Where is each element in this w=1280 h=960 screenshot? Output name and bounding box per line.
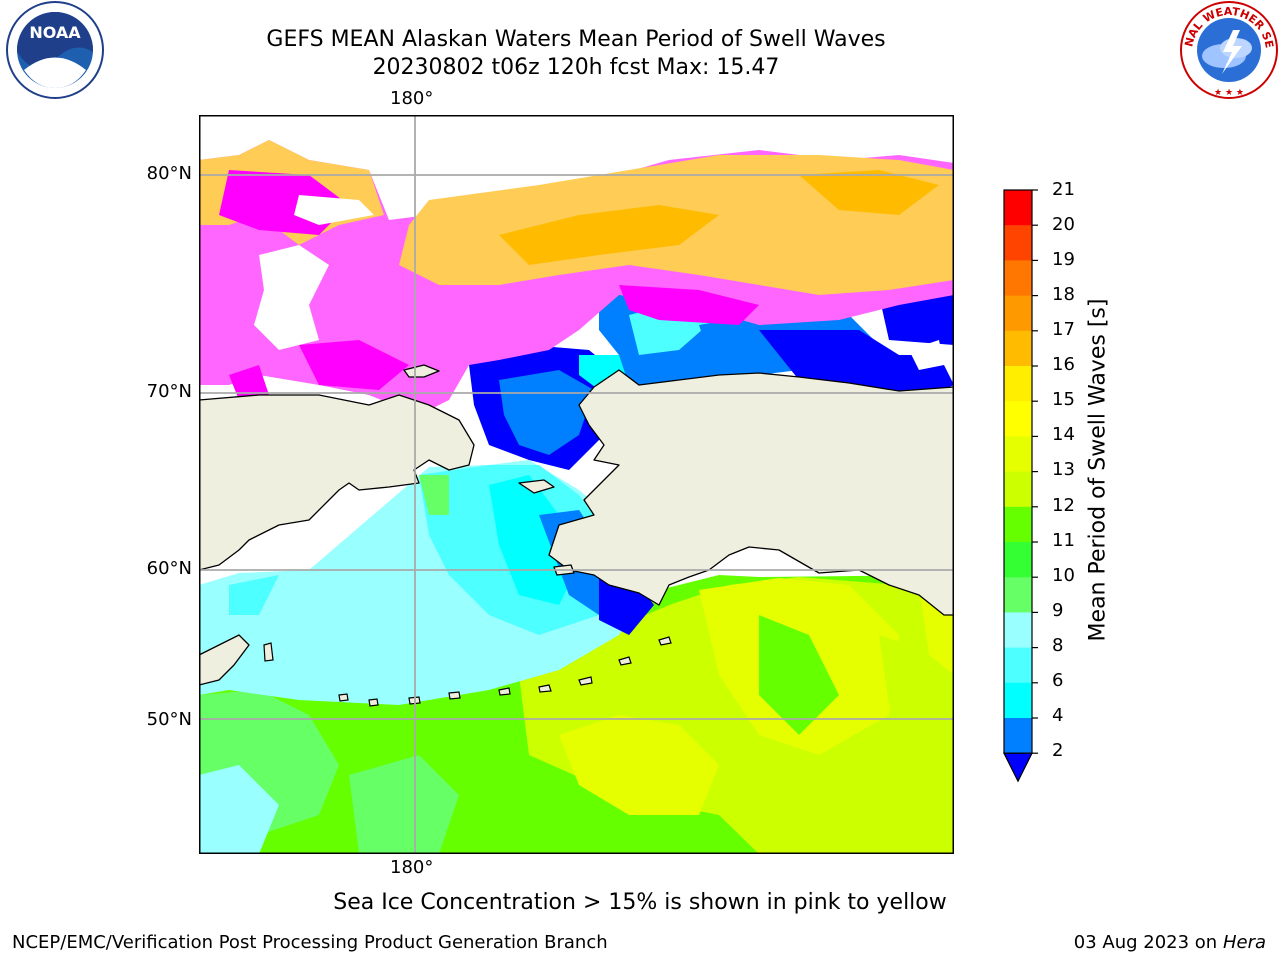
cbar-tick: 8 [1052,635,1064,656]
sea-ice-field [199,140,954,415]
colorbar-segment [1004,401,1032,437]
cbar-tick: 11 [1052,530,1075,551]
cbar-tick: 14 [1052,424,1075,445]
colorbar-segment [1004,718,1032,754]
colorbar-segment [1004,612,1032,649]
lat-label-70: 70°N [146,381,192,402]
colorbar-segment [1004,366,1032,402]
pacific-swell-field [199,575,954,854]
colorbar-segment [1004,577,1032,613]
cbar-tick: 20 [1052,214,1075,235]
land-masses [199,364,954,686]
lon-label-bottom: 180° [390,857,434,878]
colorbar-segment [1004,682,1032,719]
cbar-tick: 17 [1052,319,1075,340]
map-frame [199,115,954,854]
colorbar-segment [1004,436,1032,473]
cbar-tick: 16 [1052,354,1075,375]
cbar-tick: 4 [1052,705,1064,726]
colorbar-segment [1004,542,1032,578]
chart-subtitle: 20230802 t06z 120h fcst Max: 15.47 [372,55,780,80]
nws-logo: NATIONAL WEATHER SERVICE ★ ★ ★ [1178,0,1278,99]
colorbar [1003,189,1038,783]
lat-label-50: 50°N [146,709,192,730]
colorbar-segment [1004,190,1032,226]
cbar-tick: 18 [1052,284,1075,305]
colorbar-segment [1004,330,1032,367]
noaa-logo-text: NOAA [29,23,81,42]
colorbar-segment [1004,225,1032,261]
nws-stars-icon: ★ ★ ★ [1214,88,1244,98]
footer-date: 03 Aug 2023 on Hera [1074,932,1266,953]
colorbar-segment [1004,295,1032,332]
aleutian-islands [263,636,672,707]
cbar-tick: 6 [1052,670,1064,691]
lat-label-80: 80°N [146,163,192,184]
colorbar-extend-min [1003,752,1033,783]
lat-label-60: 60°N [146,558,192,579]
lon-label-top: 180° [390,88,434,109]
colorbar-segment [1004,647,1032,684]
footer-host: Hera [1222,932,1266,953]
chart-title: GEFS MEAN Alaskan Waters Mean Period of … [266,27,886,52]
cbar-tick: 13 [1052,459,1075,480]
colorbar-title: Mean Period of Swell Waves [s] [1085,298,1111,642]
graticule [199,115,954,854]
sea-ice-note: Sea Ice Concentration > 15% is shown in … [333,890,947,915]
colorbar-segment [1004,506,1032,543]
cbar-tick: 9 [1052,600,1064,621]
cbar-tick: 15 [1052,389,1075,410]
noaa-logo: NOAA [6,1,104,99]
footer-credit: NCEP/EMC/Verification Post Processing Pr… [12,932,608,953]
cbar-tick: 2 [1052,740,1064,761]
cbar-tick: 19 [1052,249,1075,270]
cbar-tick: 10 [1052,565,1075,586]
footer-date-text: 03 Aug 2023 on [1073,932,1218,953]
colorbar-segment [1004,260,1032,297]
map-panel [199,115,954,854]
cbar-tick: 21 [1052,179,1075,200]
cbar-tick: 12 [1052,495,1075,516]
colorbar-segment [1004,471,1032,508]
